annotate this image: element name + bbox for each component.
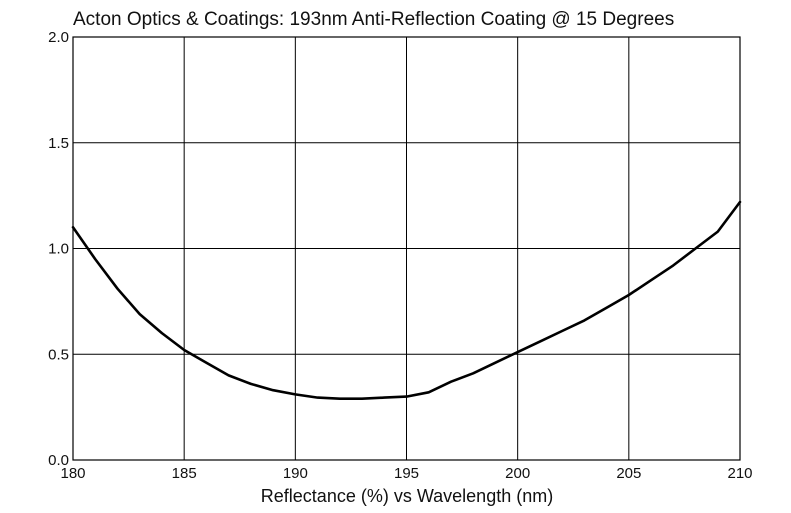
x-tick-label: 180: [60, 465, 85, 482]
y-tick-label: 0.5: [48, 346, 69, 363]
x-tick-label: 195: [394, 465, 419, 482]
x-axis-ticks: 180 185 190 195 200 205 210: [60, 465, 752, 482]
y-axis-ticks: 0.0 0.5 1.0 1.5 2.0: [48, 29, 69, 469]
series-layer: [71, 200, 742, 401]
y-tick-label: 0.0: [48, 452, 69, 469]
x-tick-label: 190: [283, 465, 308, 482]
y-tick-label: 1.0: [48, 241, 69, 258]
x-tick-label: 205: [616, 465, 641, 482]
x-axis-label: Reflectance (%) vs Wavelength (nm): [261, 486, 553, 506]
plot-frame: [72, 36, 741, 461]
x-tick-label: 200: [505, 465, 530, 482]
y-tick-label: 1.5: [48, 135, 69, 152]
reflectance-curve: [71, 200, 742, 401]
x-tick-label: 185: [172, 465, 197, 482]
y-tick-label: 2.0: [48, 29, 69, 46]
x-tick-label: 210: [727, 465, 752, 482]
chart-title: Acton Optics & Coatings: 193nm Anti-Refl…: [73, 9, 674, 30]
grid: [73, 37, 740, 460]
